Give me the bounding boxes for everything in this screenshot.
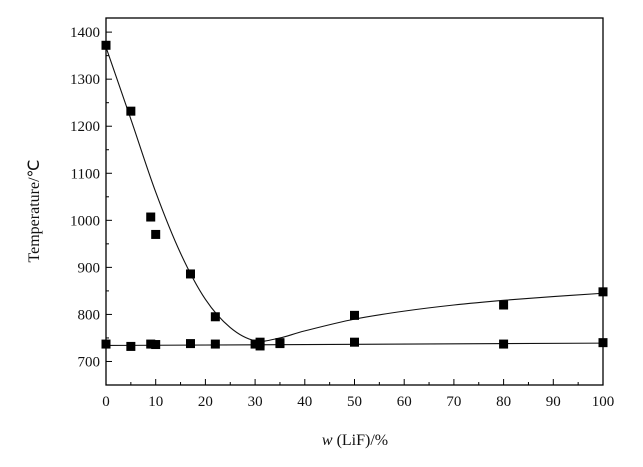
x-tick-label: 70: [446, 394, 461, 410]
fit-curves: [105, 46, 604, 347]
plot-frame: [105, 17, 604, 386]
data-point: [146, 339, 156, 349]
data-point: [499, 339, 509, 349]
x-tick-label: 20: [198, 394, 213, 410]
x-tick-label: 100: [592, 394, 615, 410]
axes: [105, 17, 604, 386]
y-axis-title: Temperature/℃: [26, 159, 43, 262]
x-tick-label: 90: [546, 394, 561, 410]
data-point: [126, 106, 136, 116]
data-point: [350, 337, 359, 347]
x-tick-label: 0: [102, 394, 110, 410]
y-tick-label: 1300: [70, 72, 100, 88]
data-point: [499, 300, 509, 310]
data-point: [255, 341, 265, 351]
x-tick-label: 80: [496, 394, 511, 410]
data-point: [146, 212, 156, 222]
x-tick-label: 40: [297, 394, 312, 410]
y-tick-label: 900: [78, 260, 101, 276]
data-point: [126, 341, 136, 351]
x-tick-label: 10: [148, 394, 163, 410]
y-tick-label: 800: [78, 307, 101, 323]
y-tick-label: 1100: [71, 166, 100, 182]
data-point: [101, 40, 111, 50]
data-point: [151, 340, 161, 350]
data-point: [101, 339, 111, 349]
data-point: [275, 339, 285, 349]
fit-curve-1: [105, 46, 604, 342]
x-axis-title: w (LiF)/%: [322, 432, 388, 449]
data-point: [210, 339, 220, 349]
data-points: [101, 40, 608, 351]
y-tick-label: 1000: [70, 213, 100, 229]
data-point: [250, 339, 260, 349]
data-point: [598, 287, 608, 297]
y-tick-label: 700: [78, 354, 101, 370]
x-tick-label: 30: [248, 394, 263, 410]
y-tick-label: 1200: [70, 119, 100, 135]
x-tick-label: 50: [347, 394, 362, 410]
data-point: [598, 338, 608, 348]
data-point: [210, 312, 220, 322]
y-tick-label: 1400: [70, 25, 100, 41]
data-point: [185, 269, 195, 279]
data-point: [185, 339, 195, 349]
data-point: [350, 310, 359, 320]
ticks: 0 10 20 30 40 50 60 70 80 90 100 700 800 900 1000 1100 1…: [70, 25, 614, 410]
data-point: [151, 229, 161, 239]
x-tick-label: 60: [397, 394, 412, 410]
